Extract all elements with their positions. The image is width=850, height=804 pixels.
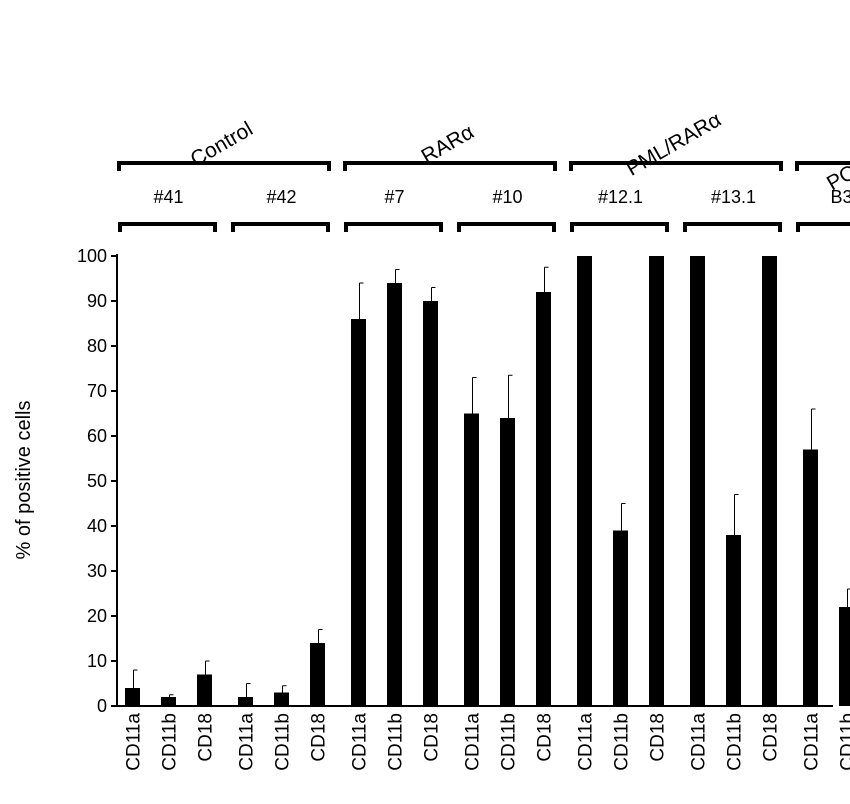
y-axis-ticks: 0 10 20 30 40 50 60 70 80 90 100: [77, 246, 117, 716]
clone-label: #41: [153, 187, 183, 207]
clone-label: #12.1: [598, 187, 643, 207]
x-category-label: CD11b: [725, 713, 746, 771]
bars: [125, 256, 850, 706]
y-tick-label: 70: [87, 381, 107, 401]
bar: [762, 256, 777, 706]
x-category-label: CD18: [761, 713, 782, 762]
y-axis-label: % of positive cells: [13, 401, 35, 560]
bar: [803, 449, 818, 706]
bar: [577, 256, 592, 706]
y-tick-label: 90: [87, 291, 107, 311]
clone-label: #10: [492, 187, 522, 207]
bar: [197, 674, 212, 706]
bar: [274, 692, 289, 706]
bar: [500, 418, 515, 706]
x-category-label: CD11a: [237, 713, 258, 771]
group-bracket: [795, 161, 850, 171]
y-tick-label: 100: [77, 246, 107, 266]
x-category-label: CD18: [422, 713, 443, 762]
clone-bracket: [231, 222, 330, 232]
group-label: PML/RARα: [622, 108, 725, 181]
bar: [690, 256, 705, 706]
x-category-label: CD11a: [802, 713, 823, 771]
x-category-label: CD11a: [124, 713, 145, 771]
x-category-label: CD11b: [499, 713, 520, 771]
x-category-label: CD18: [648, 713, 669, 762]
x-category-label: CD11b: [273, 713, 294, 771]
y-tick-label: 0: [97, 696, 107, 716]
bar: [125, 688, 140, 706]
x-category-label: CD11a: [463, 713, 484, 771]
clone-label: #13.1: [711, 187, 756, 207]
y-tick-label: 20: [87, 606, 107, 626]
clone-bracket: [118, 222, 217, 232]
x-category-label: CD11a: [689, 713, 710, 771]
y-tick-label: 10: [87, 651, 107, 671]
bar: [351, 319, 366, 706]
y-tick-label: 40: [87, 516, 107, 536]
x-category-label: CD11a: [350, 713, 371, 771]
group-bracket: [117, 161, 331, 171]
group-bracket: [569, 161, 783, 171]
bar: [161, 697, 176, 706]
bar: [387, 283, 402, 706]
clone-label: #7: [384, 187, 404, 207]
x-category-label: CD18: [535, 713, 556, 762]
group-bracket: [343, 161, 557, 171]
y-tick-label: 50: [87, 471, 107, 491]
x-category-label: CD11b: [160, 713, 181, 771]
bar: [310, 643, 325, 706]
bar: [726, 535, 741, 706]
bar: [839, 607, 850, 706]
clone-label: #42: [266, 187, 296, 207]
clone-bracket: [570, 222, 669, 232]
x-category-label: CD11b: [838, 713, 850, 771]
group-label: POZ-PLZF/RARα: [823, 93, 850, 195]
clone-bracket: [796, 222, 850, 232]
x-category-label: CD18: [309, 713, 330, 762]
bar: [536, 292, 551, 706]
bar: [423, 301, 438, 706]
bar: [613, 530, 628, 706]
bar: [238, 697, 253, 706]
y-tick-label: 30: [87, 561, 107, 581]
x-axis-category-labels: CD11a CD11b CD18 CD11a CD11b CD18 CD11a CD11b CD…: [124, 713, 850, 771]
x-category-label: CD18: [196, 713, 217, 762]
clone-label: B35: [830, 187, 850, 207]
clone-bracket: [683, 222, 782, 232]
x-category-label: CD11b: [386, 713, 407, 771]
x-category-label: CD11a: [576, 713, 597, 771]
bar: [464, 413, 479, 706]
x-category-label: CD11b: [612, 713, 633, 771]
y-tick-label: 80: [87, 336, 107, 356]
y-tick-label: 60: [87, 426, 107, 446]
clone-bracket: [344, 222, 443, 232]
bar: [649, 256, 664, 706]
clone-bracket: [457, 222, 556, 232]
